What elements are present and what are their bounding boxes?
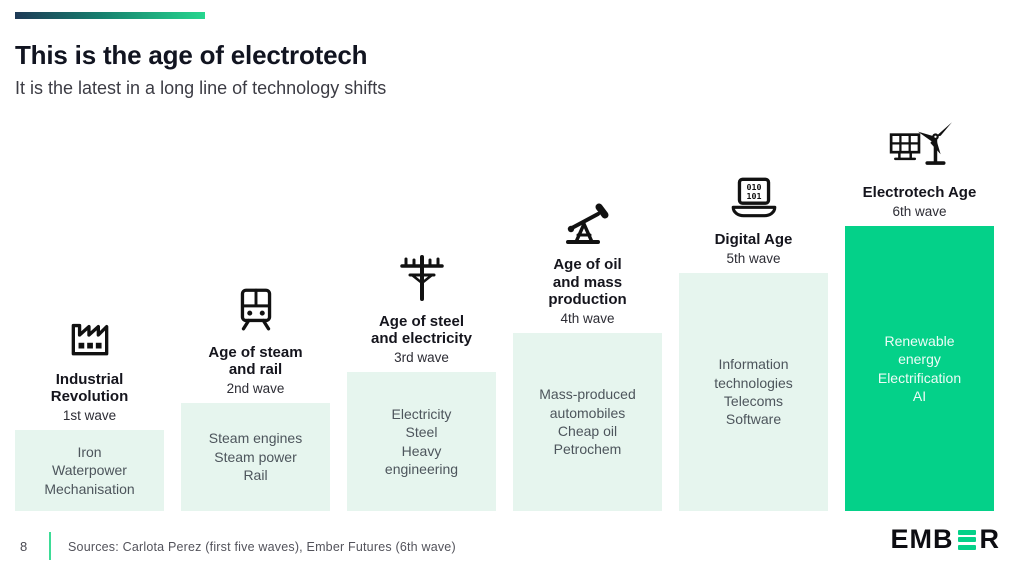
ember-logo-green-e-icon (957, 529, 976, 550)
wave-title: Digital Age (714, 231, 793, 249)
sources-text: Sources: Carlota Perez (first five waves… (68, 540, 456, 554)
wave-column-industrial-revolution: Industrial Revolution 1st wave Iron Wate… (15, 311, 164, 511)
oil-pumpjack-icon (562, 198, 614, 251)
wave-items-box: Electricity Steel Heavy engineering (347, 372, 496, 511)
train-icon (231, 284, 281, 339)
svg-text:010: 010 (746, 183, 761, 193)
wave-items-box: Iron Waterpower Mechanisation (15, 430, 164, 511)
wave-column-steel-electricity: Age of steel and electricity 3rd wave El… (347, 251, 496, 511)
wave-items-box: Steam engines Steam power Rail (181, 403, 330, 511)
factory-icon (65, 311, 115, 366)
laptop-binary-icon: 010 101 (727, 175, 781, 226)
solar-wind-icon (887, 118, 953, 179)
wave-items-box-highlighted: Renewable energy Electrification AI (845, 226, 994, 511)
ember-logo: EMB R (891, 524, 1001, 555)
technology-waves-diagram: Industrial Revolution 1st wave Iron Wate… (15, 118, 994, 511)
wave-column-steam-rail: Age of steam and rail 2nd wave Steam eng… (181, 284, 330, 511)
wave-title: Industrial Revolution (50, 370, 129, 406)
wave-title: Age of steel and electricity (371, 312, 472, 348)
ember-logo-letters-emb: EMB (890, 524, 954, 554)
wave-column-oil-mass-production: Age of oil and mass production 4th wave … (513, 198, 662, 511)
page-number: 8 (20, 539, 28, 554)
wave-number-label: 3rd wave (394, 350, 449, 365)
wave-items-box: Mass-produced automobiles Cheap oil Petr… (513, 333, 662, 511)
wave-number-label: 6th wave (892, 204, 947, 219)
wave-title: Electrotech Age (862, 184, 977, 202)
slide-title: This is the age of electrotech (15, 40, 368, 70)
wave-column-digital-age: 010 101 Digital Age 5th wave Information… (679, 175, 828, 511)
wave-number-label: 5th wave (726, 251, 781, 266)
footer-divider (49, 532, 51, 560)
wave-number-label: 4th wave (560, 311, 615, 326)
slide-subtitle: It is the latest in a long line of techn… (15, 78, 387, 98)
wave-title: Age of oil and mass production (548, 255, 627, 309)
wave-column-electrotech-age: Electrotech Age 6th wave Renewable energ… (845, 118, 994, 511)
brand-accent-bar (15, 12, 205, 19)
wave-items-box: Information technologies Telecoms Softwa… (679, 273, 828, 511)
wave-number-label: 1st wave (62, 408, 117, 423)
wave-title: Age of steam and rail (208, 343, 303, 379)
ember-logo-letter-r: R (979, 524, 1000, 554)
svg-text:101: 101 (746, 191, 761, 201)
wave-number-label: 2nd wave (226, 381, 285, 396)
utility-pole-icon (396, 251, 448, 308)
